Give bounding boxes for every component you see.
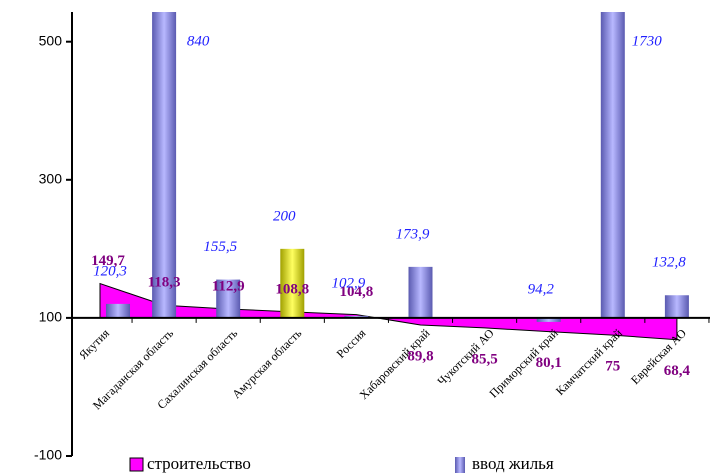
area-value-label: 108,8 xyxy=(275,281,309,297)
bar xyxy=(216,279,241,318)
x-tick-label: Якутия xyxy=(76,326,112,362)
bar xyxy=(536,317,561,322)
y-tick-label: 500 xyxy=(39,32,63,48)
legend-swatch xyxy=(455,457,465,473)
x-tick-label: Россия xyxy=(334,326,369,361)
legend-swatch xyxy=(129,457,144,472)
area-value-label: 112,9 xyxy=(212,278,245,294)
bar-value-label: 102,9 xyxy=(332,275,366,291)
bar-value-label: 1730 xyxy=(632,33,663,49)
area-value-label: 149,7 xyxy=(91,253,125,269)
bar xyxy=(600,12,625,318)
bar-value-label: 132,8 xyxy=(652,255,686,271)
bar-value-label: 173,9 xyxy=(396,226,430,242)
y-tick-label: 300 xyxy=(39,170,63,186)
area xyxy=(99,282,678,341)
area-value-label: 85,5 xyxy=(471,351,497,367)
bar xyxy=(664,295,689,318)
bar-value-label: 840 xyxy=(187,33,210,49)
bar-value-label: 155,5 xyxy=(203,239,237,255)
bar xyxy=(408,266,433,318)
area-value-label: 104,8 xyxy=(340,284,374,300)
y-tick-label: 100 xyxy=(39,309,63,325)
legend-label: ввод жилья xyxy=(472,454,554,473)
bar-value-label: 200 xyxy=(273,208,296,224)
bar xyxy=(152,12,177,318)
area-value-label: 118,3 xyxy=(148,275,181,291)
bar xyxy=(344,315,369,318)
y-tick-label: -100 xyxy=(34,447,62,463)
bar xyxy=(280,248,305,318)
area-value-label: 68,4 xyxy=(664,363,691,379)
x-tick-label: Амурская область xyxy=(229,326,304,401)
bar-value-label: 120,3 xyxy=(93,263,127,279)
area-value-label: 80,1 xyxy=(536,355,562,371)
plot-area xyxy=(99,12,689,341)
bar-value-label: 94,2 xyxy=(528,281,555,297)
area-value-label: 89,8 xyxy=(407,348,433,364)
area-value-label: 75 xyxy=(605,359,620,375)
legend-label: строительство xyxy=(147,454,251,473)
bar xyxy=(106,303,130,318)
